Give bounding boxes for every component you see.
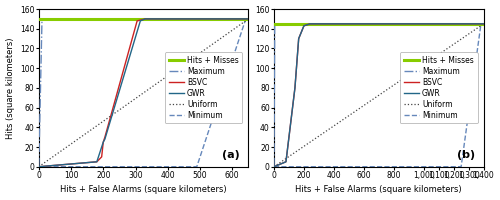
- Text: (a): (a): [222, 150, 240, 160]
- Maximum: [65, 18, 71, 20]
- Y-axis label: Hits (square kilometers): Hits (square kilometers): [6, 37, 15, 139]
- X-axis label: Hits + False Alarms (square kilometers): Hits + False Alarms (square kilometers): [296, 185, 462, 194]
- BSVC: [36, 166, 42, 168]
- GWR: [283, 161, 289, 163]
- Maximum: [36, 166, 42, 168]
- BSVC: [307, 23, 313, 25]
- BSVC: [271, 166, 277, 168]
- Legend: Hits + Misses, Maximum, BSVC, GWR, Uniform, Minimum: Hits + Misses, Maximum, BSVC, GWR, Unifo…: [164, 52, 242, 123]
- Line: BSVC: BSVC: [39, 19, 248, 167]
- Minimum: [478, 26, 484, 28]
- GWR: [301, 25, 307, 27]
- BSVC: [292, 87, 298, 89]
- Hits + Misses: [36, 18, 42, 20]
- Legend: Hits + Misses, Maximum, BSVC, GWR, Uniform, Minimum: Hits + Misses, Maximum, BSVC, GWR, Unifo…: [400, 52, 477, 123]
- BSVC: [100, 141, 106, 143]
- Hits + Misses: [36, 18, 42, 20]
- GWR: [94, 161, 100, 163]
- Minimum: [36, 166, 42, 168]
- Minimum: [242, 20, 248, 22]
- Line: GWR: GWR: [39, 19, 248, 167]
- Hits + Misses: [271, 23, 277, 25]
- BSVC: [301, 25, 307, 27]
- Line: GWR: GWR: [274, 24, 484, 167]
- GWR: [100, 141, 106, 143]
- Minimum: [271, 166, 277, 168]
- Hits + Misses: [271, 23, 277, 25]
- GWR: [296, 37, 302, 40]
- Line: BSVC: BSVC: [274, 24, 484, 167]
- Maximum: [480, 23, 486, 25]
- GWR: [292, 87, 298, 89]
- GWR: [246, 18, 252, 20]
- GWR: [480, 23, 486, 25]
- BSVC: [283, 161, 289, 163]
- Maximum: [272, 23, 278, 25]
- Line: Maximum: Maximum: [39, 19, 248, 167]
- Line: Maximum: Maximum: [274, 24, 484, 167]
- Maximum: [271, 166, 277, 168]
- BSVC: [480, 23, 486, 25]
- GWR: [307, 23, 313, 25]
- BSVC: [98, 156, 104, 158]
- Minimum: [480, 23, 486, 25]
- Maximum: [39, 18, 45, 20]
- BSVC: [94, 161, 100, 163]
- BSVC: [142, 18, 148, 20]
- Minimum: [458, 166, 464, 168]
- BSVC: [246, 18, 252, 20]
- Line: Minimum: Minimum: [274, 24, 484, 167]
- GWR: [102, 138, 108, 140]
- Text: (b): (b): [457, 150, 475, 160]
- GWR: [36, 166, 42, 168]
- X-axis label: Hits + False Alarms (square kilometers): Hits + False Alarms (square kilometers): [60, 185, 227, 194]
- BSVC: [134, 20, 140, 22]
- GWR: [142, 18, 148, 20]
- Maximum: [246, 18, 252, 20]
- BSVC: [102, 136, 108, 138]
- Minimum: [194, 166, 200, 168]
- Line: Minimum: Minimum: [39, 19, 248, 167]
- GWR: [271, 166, 277, 168]
- BSVC: [296, 37, 302, 40]
- Maximum: [288, 23, 294, 25]
- GWR: [138, 20, 143, 22]
- Maximum: [286, 23, 292, 25]
- Maximum: [65, 18, 71, 20]
- Minimum: [246, 18, 252, 20]
